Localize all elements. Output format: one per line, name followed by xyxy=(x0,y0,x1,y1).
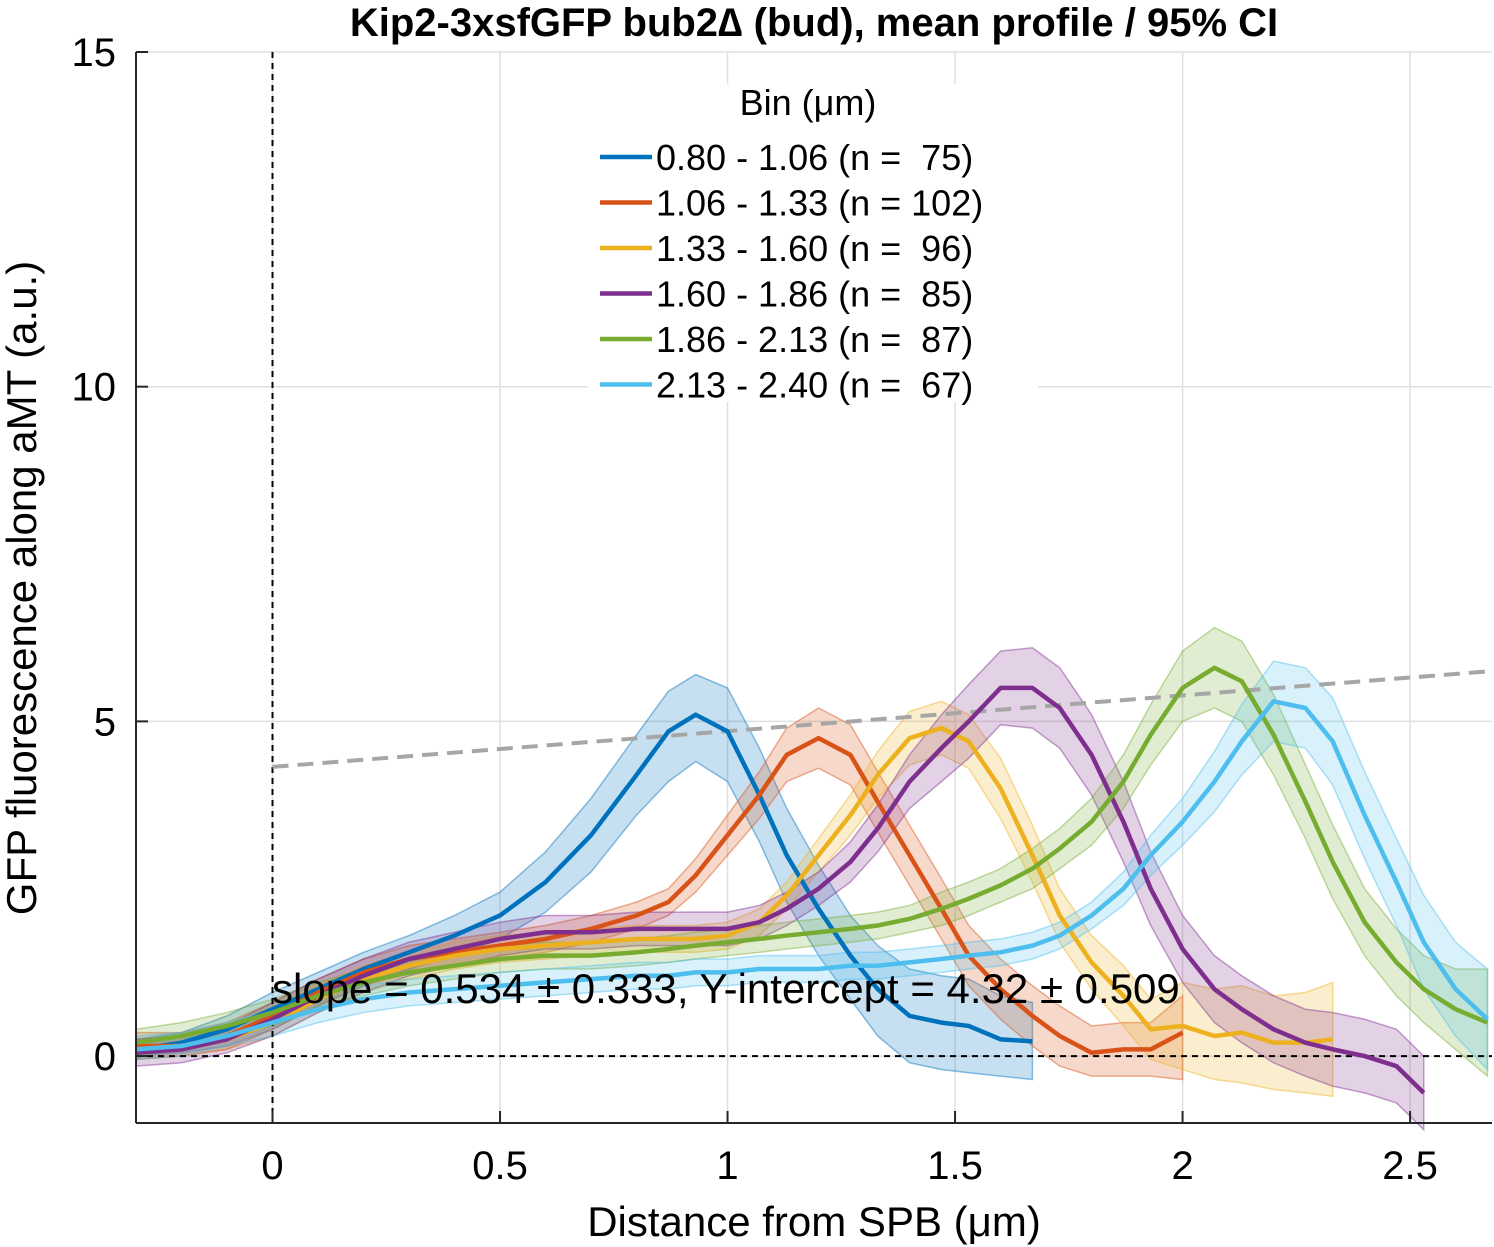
y-tick-label-2: 10 xyxy=(72,366,117,410)
x-tick-label-1: 0.5 xyxy=(472,1144,528,1188)
y-tick-label-3: 15 xyxy=(72,31,117,75)
legend-label-0: 0.80 - 1.06 (n = 75) xyxy=(656,137,973,178)
y-axis-label: GFP fluorescence along aMT (a.u.) xyxy=(0,261,45,915)
legend-items: 0.80 - 1.06 (n = 75) 1.06 - 1.33 (n = 102… xyxy=(600,137,983,406)
series-lines xyxy=(135,665,1489,1095)
series-line-5 xyxy=(135,699,1489,1052)
x-tick-label-4: 2 xyxy=(1171,1144,1193,1188)
axes xyxy=(135,52,1492,1124)
legend-box xyxy=(588,84,1038,402)
series-line-2 xyxy=(135,725,1334,1052)
legend-label-5: 2.13 - 2.40 (n = 67) xyxy=(656,365,973,406)
y-tick-label-1: 5 xyxy=(94,700,116,744)
legend-label-2: 1.33 - 1.60 (n = 96) xyxy=(656,228,973,269)
reference-lines xyxy=(136,52,1492,1123)
y-tick-label-0: 0 xyxy=(94,1035,116,1079)
ci-band-3 xyxy=(135,646,1425,1132)
ci-band-5 xyxy=(135,660,1489,1072)
fit-annotation: slope = 0.534 ± 0.333, Y-intercept = 4.3… xyxy=(272,965,1180,1012)
x-tick-label-0: 0 xyxy=(261,1144,283,1188)
series-line-0 xyxy=(135,712,1033,1052)
legend: Bin (μm) 0.80 - 1.06 (n = 75) 1.06 - 1.33… xyxy=(588,82,1038,406)
chart-title: Kip2-3xsfGFP bub2∆ (bud), mean profile /… xyxy=(350,1,1278,45)
x-tick-label-5: 2.5 xyxy=(1382,1144,1438,1188)
x-tick-label-2: 1 xyxy=(716,1144,738,1188)
legend-label-3: 1.60 - 1.86 (n = 85) xyxy=(656,274,973,315)
series-line-1 xyxy=(136,735,1184,1055)
fit-line-group xyxy=(272,669,1493,769)
legend-label-1: 1.06 - 1.33 (n = 102) xyxy=(656,183,983,224)
fit-line xyxy=(272,669,1493,769)
x-tick-label-3: 1.5 xyxy=(927,1144,983,1188)
legend-title: Bin (μm) xyxy=(740,82,877,123)
x-ticks: 0 0.5 1 1.5 2 2.5 xyxy=(261,1111,1438,1188)
series-line-3 xyxy=(135,685,1426,1095)
series-line-4 xyxy=(135,665,1489,1045)
y-ticks: 0 5 10 15 xyxy=(72,31,148,1079)
legend-label-4: 1.86 - 2.13 (n = 87) xyxy=(656,319,973,360)
ci-band-1 xyxy=(135,707,1184,1081)
x-axis-label: Distance from SPB (μm) xyxy=(587,1198,1041,1245)
